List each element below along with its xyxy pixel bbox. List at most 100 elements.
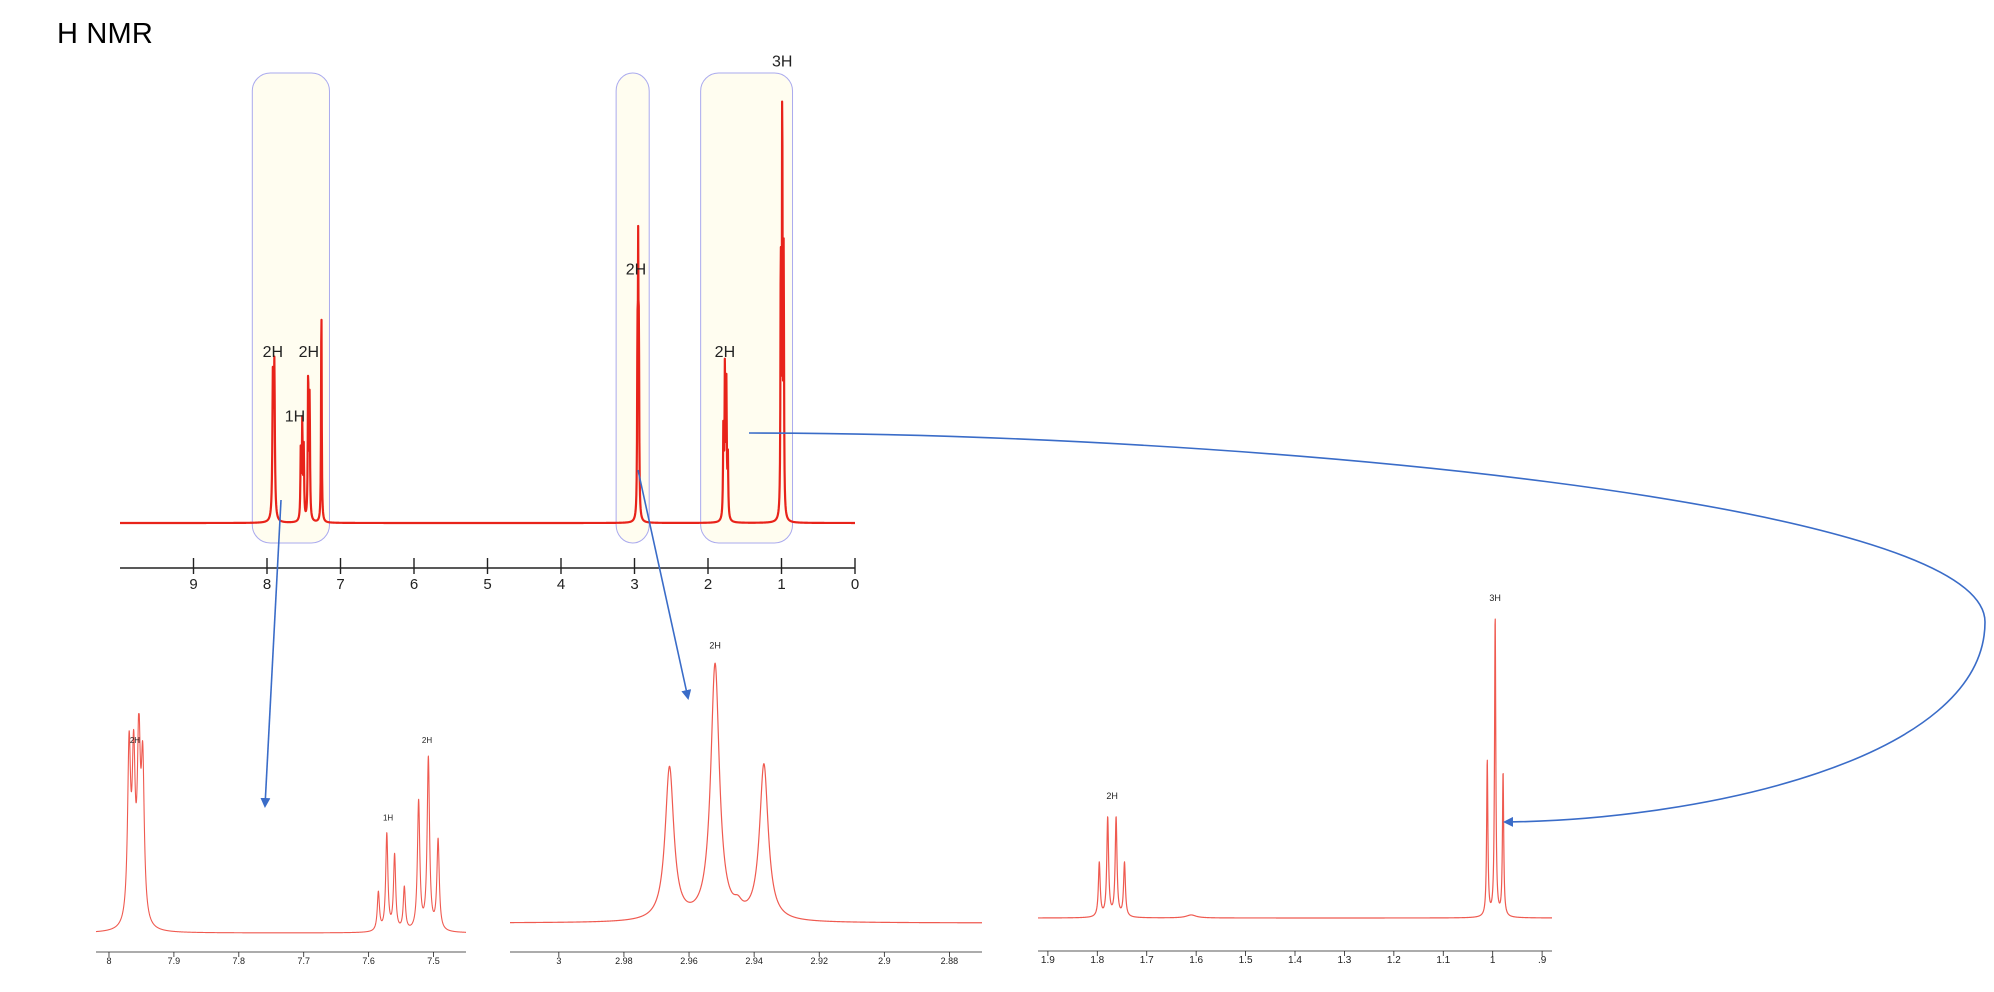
peak-point <box>133 778 134 779</box>
peak-point <box>1191 914 1192 915</box>
page-title: H NMR <box>57 18 154 50</box>
peak-point <box>727 462 728 463</box>
x-tick-label: 2.92 <box>810 956 828 966</box>
integration-region <box>251 72 330 544</box>
arrow-to-ch2-zoom <box>637 469 692 700</box>
x-tick-label: 3 <box>556 956 561 966</box>
x-tick-label: 7.9 <box>168 956 181 966</box>
peak-point <box>1107 818 1108 819</box>
arrow-to-aliphatic-zoom <box>748 432 1986 827</box>
peak-point <box>638 289 639 290</box>
x-tick-label: 1.9 <box>1041 955 1055 966</box>
x-tick-label: 9 <box>189 576 197 593</box>
peak-point <box>726 393 727 394</box>
x-tick-label: 2.98 <box>615 956 633 966</box>
x-tick-label: 1.3 <box>1337 955 1351 966</box>
peak-point <box>321 297 322 298</box>
integration-label: 2H <box>1106 791 1118 801</box>
peak-point <box>782 89 783 90</box>
x-tick-label: 3 <box>630 576 638 593</box>
peak-point <box>386 836 387 837</box>
integration-label: 2H <box>709 640 721 650</box>
peak-point <box>129 760 130 761</box>
integration-region <box>615 72 650 544</box>
zoom-arrows <box>260 432 1986 827</box>
chart-zoom-ch2: 3 2.98 2.96 2.94 2.92 2.9 2.88 2H <box>509 640 983 966</box>
x-tick-label: 2 <box>704 576 712 593</box>
peak-point <box>309 401 310 402</box>
peak-point <box>308 375 309 376</box>
x-tick-label: 7.8 <box>233 956 246 966</box>
integration-label: 2H <box>715 344 735 361</box>
x-tick-label: 6 <box>410 576 418 593</box>
spectrum-trace <box>1037 618 1553 919</box>
peak-point <box>763 767 764 768</box>
peak-point <box>1099 863 1100 864</box>
x-tick-label: 1.2 <box>1387 955 1401 966</box>
x-tick-label: 1.5 <box>1239 955 1253 966</box>
x-tick-label: .9 <box>1538 955 1547 966</box>
peak-point <box>142 782 143 783</box>
peak-point <box>418 803 419 804</box>
x-tick-label: 8 <box>263 576 271 593</box>
peak-point <box>378 894 379 895</box>
integration-label: 2H <box>626 262 646 279</box>
peak-point <box>714 667 715 668</box>
integration-label: 3H <box>772 54 792 71</box>
peak-point <box>437 842 438 843</box>
peak-point <box>302 427 303 428</box>
x-tick-label: 1.7 <box>1140 955 1154 966</box>
peak-point <box>394 857 395 858</box>
x-tick-label: 1.8 <box>1090 955 1104 966</box>
peak-point <box>723 427 724 428</box>
x-tick-label: 2.96 <box>680 956 698 966</box>
peak-point <box>783 263 784 264</box>
peak-point <box>669 770 670 771</box>
peak-point <box>272 384 273 385</box>
peak-point <box>1115 818 1116 819</box>
x-tick-label: 5 <box>483 576 491 593</box>
x-tick-label: 2.88 <box>941 956 959 966</box>
integration-label: 2H <box>299 344 319 361</box>
peak-point <box>1487 761 1488 762</box>
peak-point <box>138 756 139 757</box>
arrow-to-aromatic-zoom <box>260 499 282 808</box>
x-tick-label: 7.7 <box>297 956 310 966</box>
integration-label: 3H <box>1489 593 1501 603</box>
x-tick-label: 2.9 <box>878 956 891 966</box>
peak-point <box>1502 773 1503 774</box>
x-tick-label: 1.4 <box>1288 955 1302 966</box>
peak-point <box>724 375 725 376</box>
peak-point <box>303 453 304 454</box>
x-tick-label: 2.94 <box>745 956 763 966</box>
spectrum-trace <box>509 662 983 924</box>
x-tick-label: 0 <box>851 576 859 593</box>
peak-point <box>780 254 781 255</box>
x-tick-label: 1.1 <box>1436 955 1450 966</box>
peak-point <box>274 375 275 376</box>
chart-main: 9 8 7 6 5 4 3 2 1 0 2H 2H 1H 2H 2H 3H <box>119 54 859 593</box>
peak-point <box>300 449 301 450</box>
chart-zoom-aromatic: 8 7.9 7.8 7.7 7.6 7.5 2H 1H 2H <box>95 713 467 966</box>
integration-regions <box>251 72 794 544</box>
x-tick-label: 1 <box>1490 955 1496 966</box>
integration-label: 1H <box>383 814 393 823</box>
integration-label: 2H <box>263 344 283 361</box>
peak-point <box>404 889 405 890</box>
x-tick-label: 7.5 <box>427 956 440 966</box>
integration-label: 1H <box>285 409 305 426</box>
integration-label: 2H <box>130 736 140 745</box>
x-tick-label: 8 <box>106 956 111 966</box>
peak-point <box>637 367 638 368</box>
x-tick-label: 7.6 <box>362 956 375 966</box>
spectrum-trace <box>95 713 467 934</box>
x-tick-label: 1.6 <box>1189 955 1203 966</box>
peak-point <box>737 914 738 915</box>
x-tick-label: 1 <box>777 576 785 593</box>
peak-point <box>1495 617 1496 618</box>
integration-label: 2H <box>422 736 432 745</box>
x-tick-label: 7 <box>336 576 344 593</box>
spectrum-trace <box>119 100 856 525</box>
